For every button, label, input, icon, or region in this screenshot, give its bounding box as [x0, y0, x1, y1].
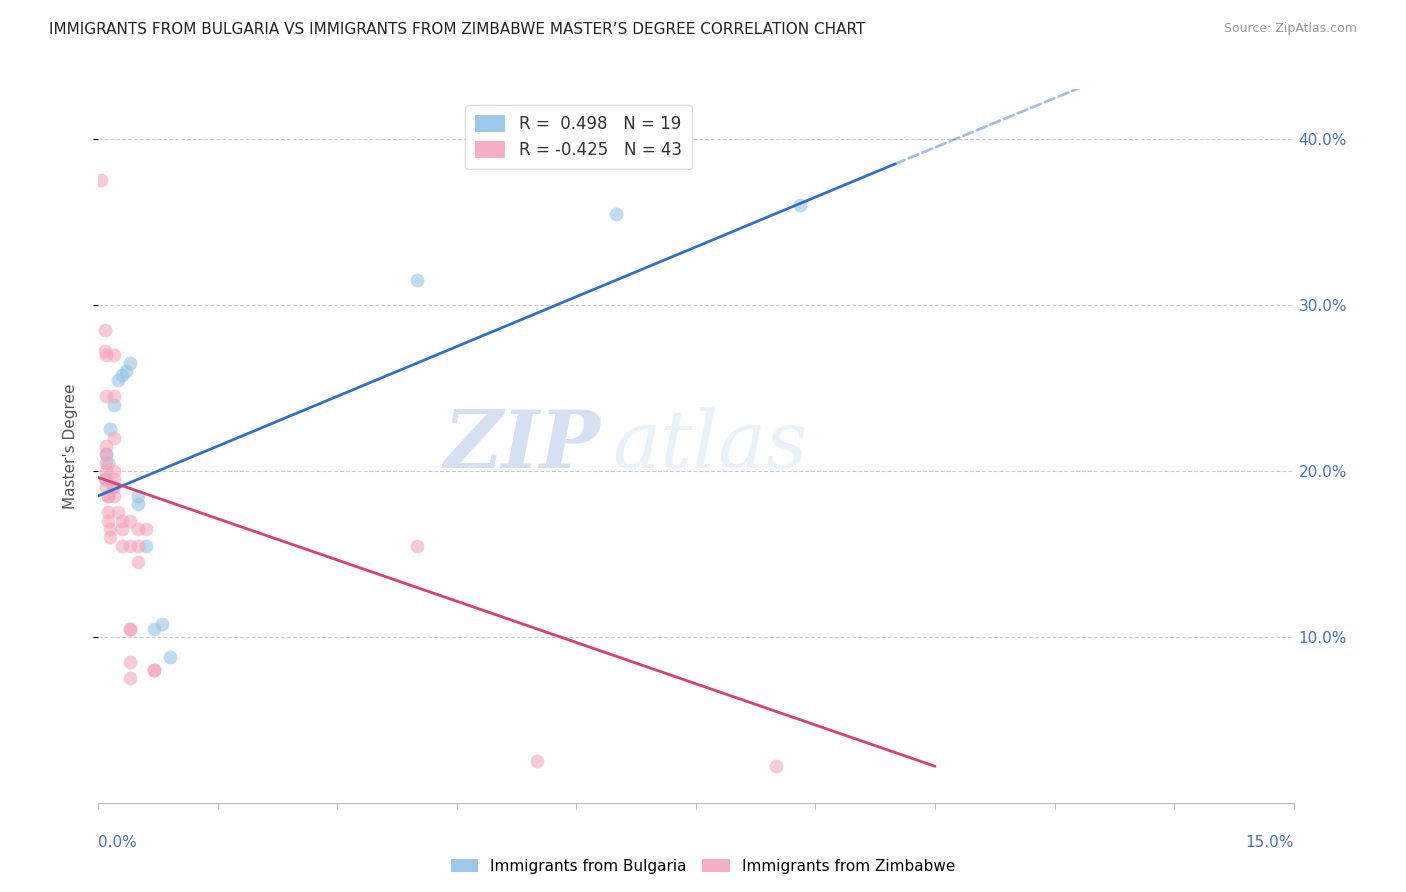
Point	[97, 456, 120, 470]
Point	[111, 368, 134, 382]
Point	[94, 344, 117, 359]
Text: 0.0%: 0.0%	[98, 835, 138, 850]
Point	[127, 489, 149, 503]
Point	[96, 481, 118, 495]
Legend: R =  0.498   N = 19, R = -0.425   N = 43: R = 0.498 N = 19, R = -0.425 N = 43	[465, 104, 692, 169]
Point	[94, 472, 117, 486]
Point	[789, 198, 811, 212]
Point	[526, 754, 548, 768]
Point	[96, 456, 118, 470]
Point	[127, 539, 149, 553]
Point	[90, 173, 112, 187]
Point	[135, 539, 157, 553]
Point	[96, 447, 118, 461]
Text: Source: ZipAtlas.com: Source: ZipAtlas.com	[1223, 22, 1357, 36]
Point	[103, 472, 125, 486]
Point	[97, 514, 120, 528]
Point	[120, 514, 142, 528]
Point	[120, 539, 142, 553]
Point	[120, 655, 142, 669]
Point	[127, 497, 149, 511]
Point	[96, 348, 118, 362]
Point	[111, 539, 134, 553]
Point	[97, 505, 120, 519]
Point	[103, 489, 125, 503]
Point	[103, 431, 125, 445]
Point	[135, 522, 157, 536]
Point	[98, 522, 122, 536]
Point	[120, 356, 142, 370]
Text: IMMIGRANTS FROM BULGARIA VS IMMIGRANTS FROM ZIMBABWE MASTER’S DEGREE CORRELATION: IMMIGRANTS FROM BULGARIA VS IMMIGRANTS F…	[49, 22, 866, 37]
Point	[143, 663, 166, 677]
Point	[127, 522, 149, 536]
Point	[111, 514, 134, 528]
Point	[103, 464, 125, 478]
Point	[143, 622, 166, 636]
Point	[103, 348, 125, 362]
Point	[765, 759, 787, 773]
Point	[111, 522, 134, 536]
Point	[98, 422, 122, 436]
Point	[120, 622, 142, 636]
Text: 15.0%: 15.0%	[1246, 835, 1294, 850]
Point	[96, 447, 118, 461]
Point	[120, 622, 142, 636]
Text: atlas: atlas	[613, 408, 807, 484]
Point	[103, 481, 125, 495]
Point	[159, 649, 181, 664]
Point	[94, 323, 117, 337]
Point	[107, 505, 129, 519]
Point	[97, 489, 120, 503]
Point	[96, 439, 118, 453]
Point	[103, 389, 125, 403]
Point	[97, 489, 120, 503]
Point	[98, 530, 122, 544]
Point	[103, 397, 125, 411]
Y-axis label: Master's Degree: Master's Degree	[63, 384, 77, 508]
Point	[96, 464, 118, 478]
Point	[127, 555, 149, 569]
Point	[605, 207, 627, 221]
Point	[143, 663, 166, 677]
Point	[96, 472, 118, 486]
Point	[150, 616, 173, 631]
Point	[96, 389, 118, 403]
Point	[120, 671, 142, 685]
Text: ZIP: ZIP	[443, 408, 600, 484]
Legend: Immigrants from Bulgaria, Immigrants from Zimbabwe: Immigrants from Bulgaria, Immigrants fro…	[444, 853, 962, 880]
Point	[406, 273, 429, 287]
Point	[107, 373, 129, 387]
Point	[406, 539, 429, 553]
Point	[101, 481, 124, 495]
Point	[115, 364, 138, 378]
